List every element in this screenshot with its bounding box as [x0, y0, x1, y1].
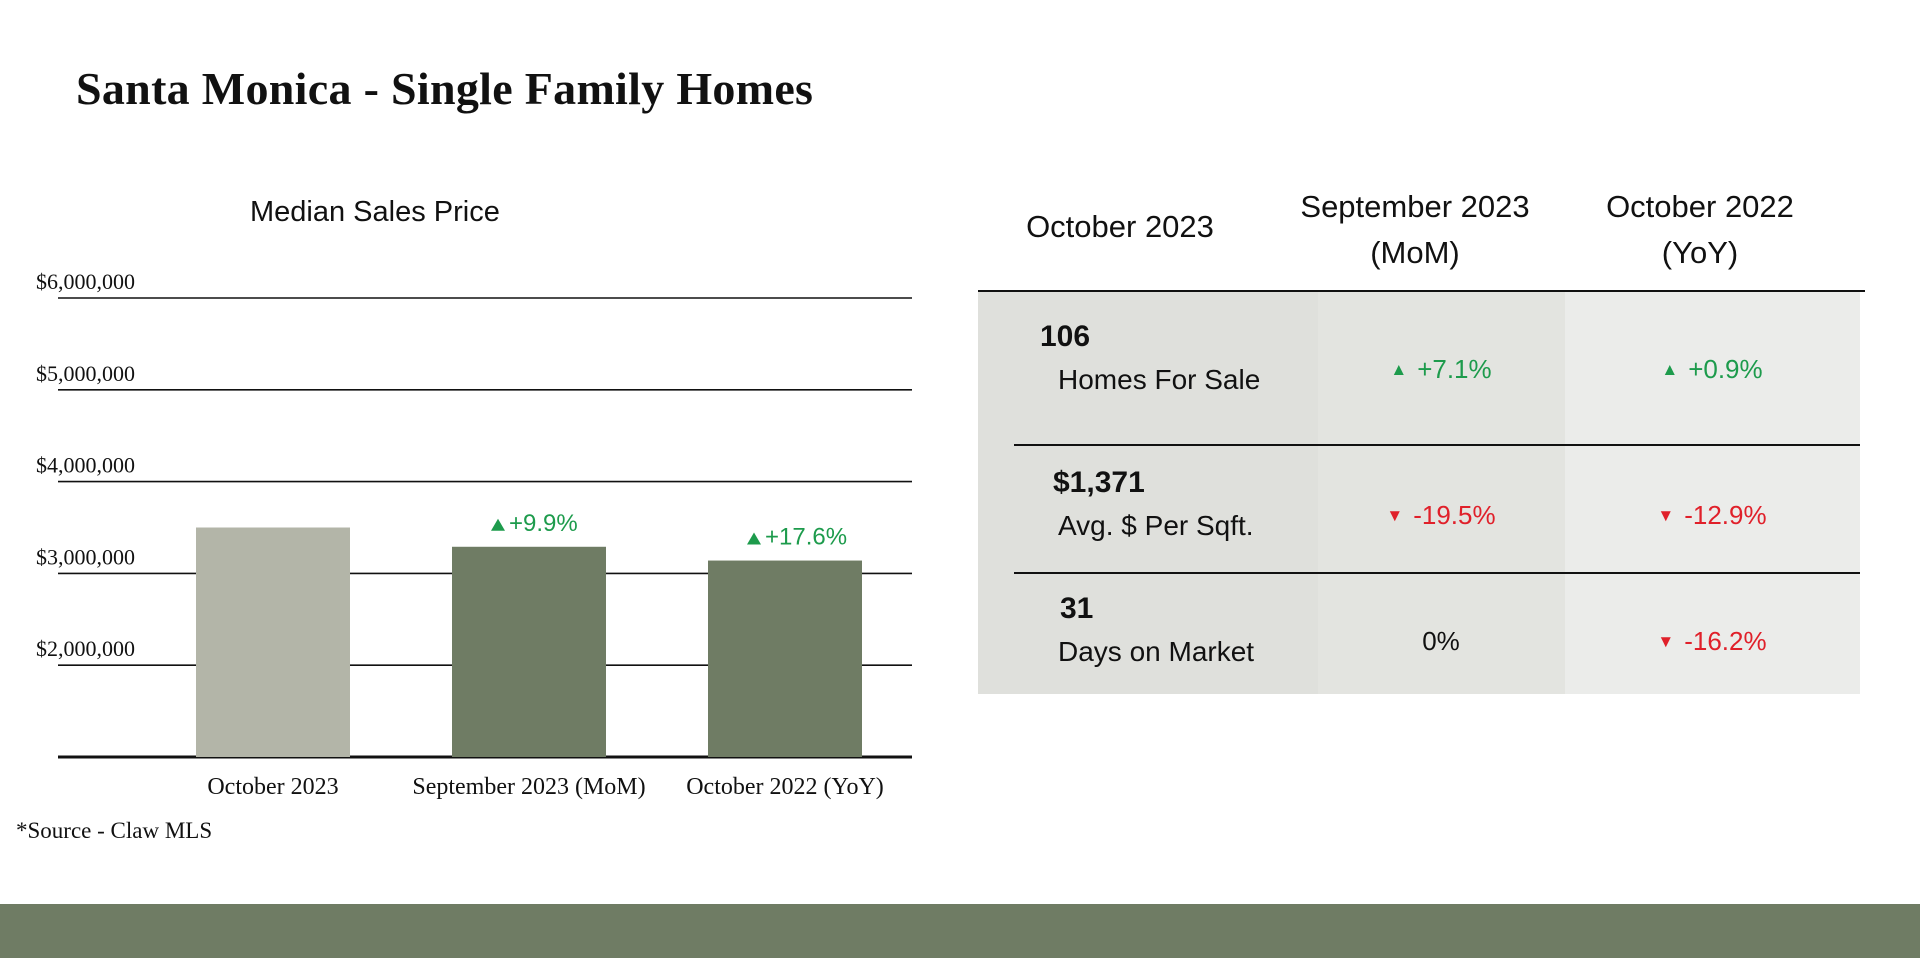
y-tick-label: $6,000,000 — [36, 269, 135, 294]
metric-label: Avg. $ Per Sqft. — [1058, 510, 1254, 541]
yoy-change-cell: ▼ -16.2% — [1622, 626, 1802, 657]
table-row-divider — [1014, 444, 1860, 446]
table-col-current-bg — [978, 292, 1318, 694]
bar — [708, 560, 862, 757]
metric-value: 106 — [1040, 320, 1091, 353]
table-header-yoy: October 2022 (YoY) — [1606, 189, 1794, 270]
down-triangle-icon: ▼ — [1657, 632, 1675, 651]
metric-label: Homes For Sale — [1058, 364, 1261, 395]
yoy-change-value: +0.9% — [1688, 354, 1763, 384]
mom-change-cell: ▼ -19.5% — [1351, 500, 1531, 531]
yoy-change-value: -12.9% — [1684, 500, 1767, 530]
x-tick-label: October 2022 (YoY) — [686, 774, 884, 800]
yoy-change-value: -16.2% — [1684, 626, 1767, 656]
table-header-current: October 2023 — [1026, 209, 1214, 244]
y-tick-label: $2,000,000 — [36, 636, 135, 661]
yoy-change-cell: ▲ +0.9% — [1622, 354, 1802, 385]
table-header-divider — [978, 290, 1865, 292]
mom-change-value: +7.1% — [1417, 354, 1492, 384]
down-triangle-icon: ▼ — [1657, 506, 1675, 525]
up-triangle-icon: ▲ — [1390, 360, 1408, 379]
up-triangle-icon: ▲ — [1661, 360, 1679, 379]
y-tick-label: $5,000,000 — [36, 361, 135, 386]
table-row-divider — [1014, 572, 1860, 574]
mom-change-value: 0% — [1422, 626, 1460, 656]
metric-label: Days on Market — [1058, 636, 1255, 667]
table-col-mom-bg — [1318, 292, 1565, 694]
y-tick-label: $3,000,000 — [36, 544, 135, 569]
x-tick-label: September 2023 (MoM) — [412, 774, 645, 800]
up-triangle-icon — [747, 532, 761, 545]
table-col-yoy-bg — [1565, 292, 1860, 694]
source-note: *Source - Claw MLS — [16, 818, 213, 843]
median-price-bar-chart: $6,000,000 $5,000,000 $4,000,000 $3,000,000… — [36, 269, 912, 800]
yoy-change-cell: ▼ -12.9% — [1622, 500, 1802, 531]
mom-change-value: -19.5% — [1413, 500, 1496, 530]
y-tick-label: $4,000,000 — [36, 453, 135, 478]
mom-change-cell: ▲ +7.1% — [1351, 354, 1531, 385]
chart-title: Median Sales Price — [250, 196, 500, 228]
footer-bar — [0, 904, 1920, 958]
table-header-mom: September 2023 (MoM) — [1300, 189, 1530, 270]
metric-value: 31 — [1060, 592, 1094, 625]
down-triangle-icon: ▼ — [1386, 506, 1404, 525]
bar-change-label: +17.6% — [747, 524, 847, 551]
metric-value: $1,371 — [1053, 466, 1145, 499]
x-tick-label: October 2023 — [207, 774, 338, 800]
bar — [196, 527, 350, 757]
bar-change-label: +9.9% — [491, 510, 578, 537]
bar-change-value: +17.6% — [765, 524, 847, 551]
page-title: Santa Monica - Single Family Homes — [76, 63, 814, 114]
up-triangle-icon — [491, 518, 505, 531]
bar — [452, 546, 606, 757]
mom-change-cell: 0% — [1351, 626, 1531, 657]
bar-change-value: +9.9% — [509, 510, 578, 537]
